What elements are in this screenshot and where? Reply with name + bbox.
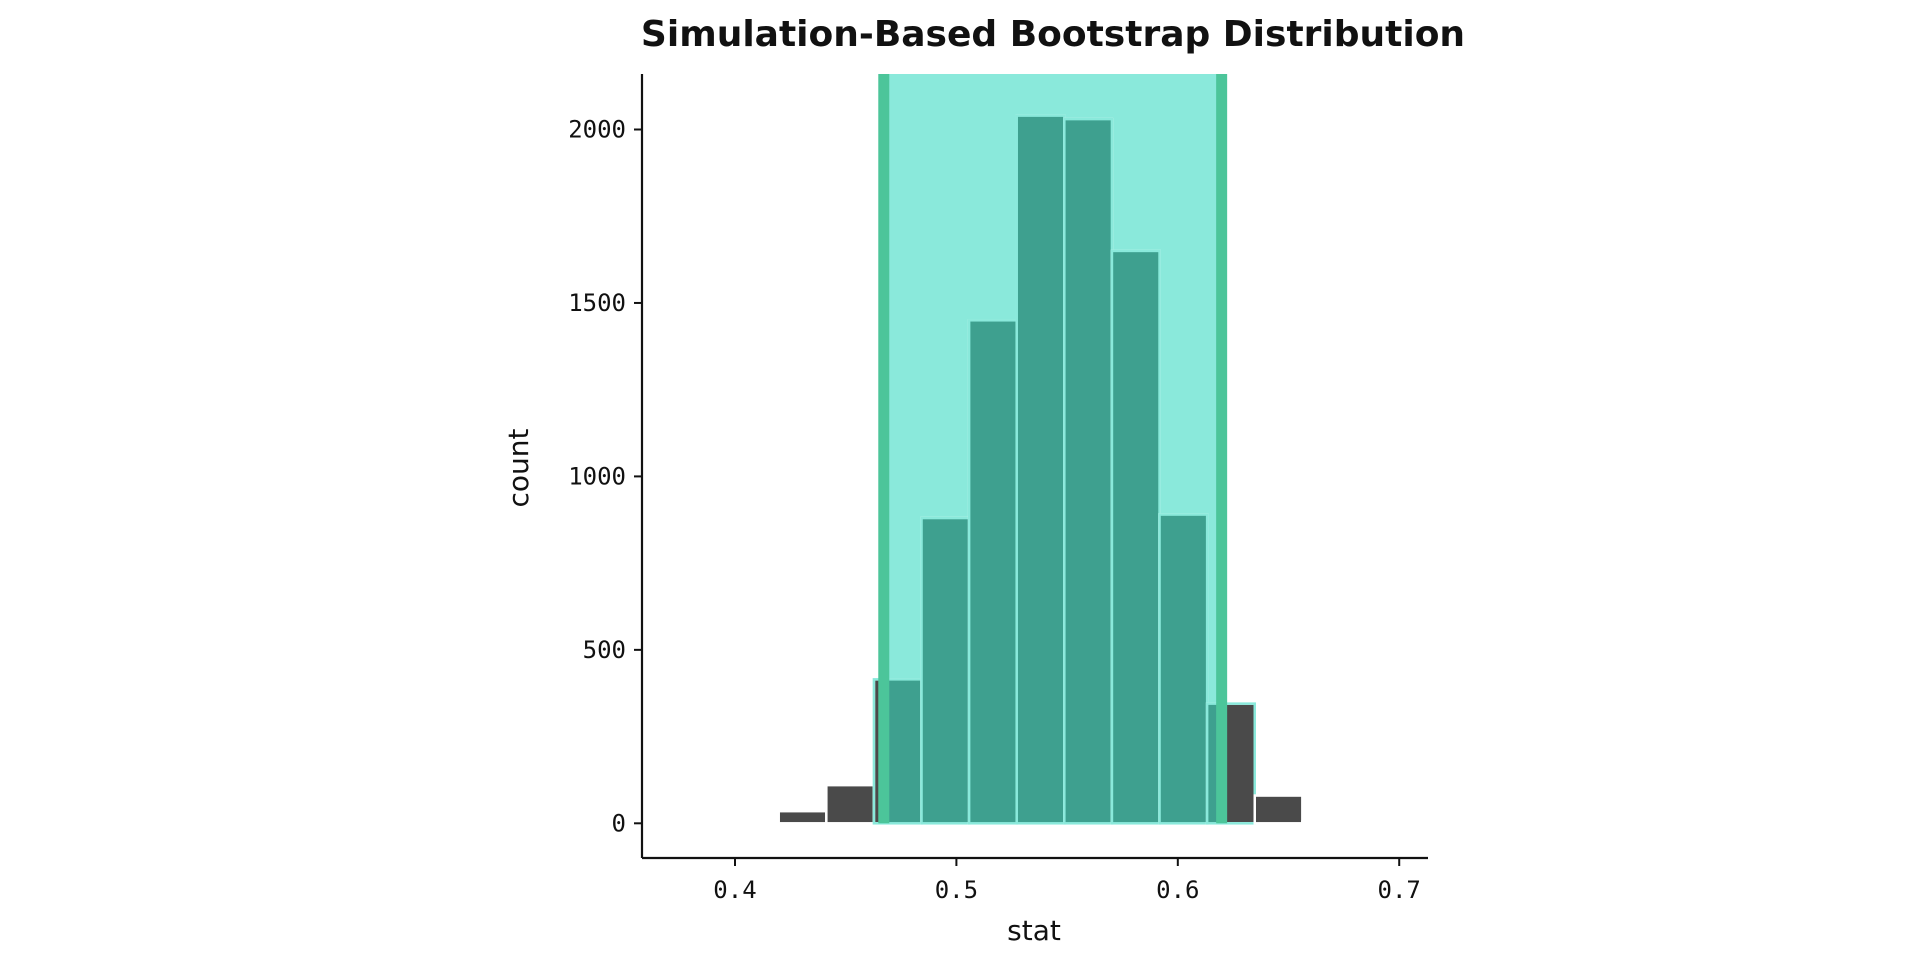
histogram-bar — [825, 783, 876, 825]
histogram-bar-in-interval — [1064, 119, 1112, 824]
ci-lines-layer — [878, 74, 1228, 824]
x-tick-label: 0.4 — [713, 876, 756, 904]
histogram-bar-outline — [1205, 702, 1256, 825]
x-tick-label: 0.7 — [1378, 876, 1421, 904]
histogram-bar — [1253, 794, 1304, 825]
histogram-bar-in-interval — [883, 679, 922, 824]
chart-title: Simulation-Based Bootstrap Distribution — [641, 14, 1465, 55]
y-tick-label: 1500 — [568, 289, 626, 317]
histogram-bar — [777, 809, 828, 825]
y-tick-label: 2000 — [568, 116, 626, 144]
bars-layer — [777, 114, 1352, 825]
axes-layer: 0.4 0.5 0.6 0.7 0 500 1000 1500 2000 — [568, 74, 1428, 904]
y-tick-label: 0 — [612, 809, 626, 837]
histogram-bar-in-interval — [1159, 514, 1208, 824]
histogram-bar — [1301, 820, 1352, 825]
histogram-bar-in-interval — [921, 518, 970, 824]
y-tick-label: 500 — [583, 636, 626, 664]
histogram-bar-in-interval — [1111, 250, 1160, 824]
histogram-bar-in-interval — [1016, 115, 1065, 824]
y-axis-title: count — [502, 428, 535, 507]
histogram-bar-in-interval — [969, 320, 1017, 824]
histogram-bar-outline — [1158, 513, 1209, 825]
x-tick-label: 0.6 — [1156, 876, 1199, 904]
x-tick-label: 0.5 — [935, 876, 978, 904]
x-axis-title: stat — [1007, 914, 1061, 947]
y-tick-label: 1000 — [568, 462, 626, 490]
